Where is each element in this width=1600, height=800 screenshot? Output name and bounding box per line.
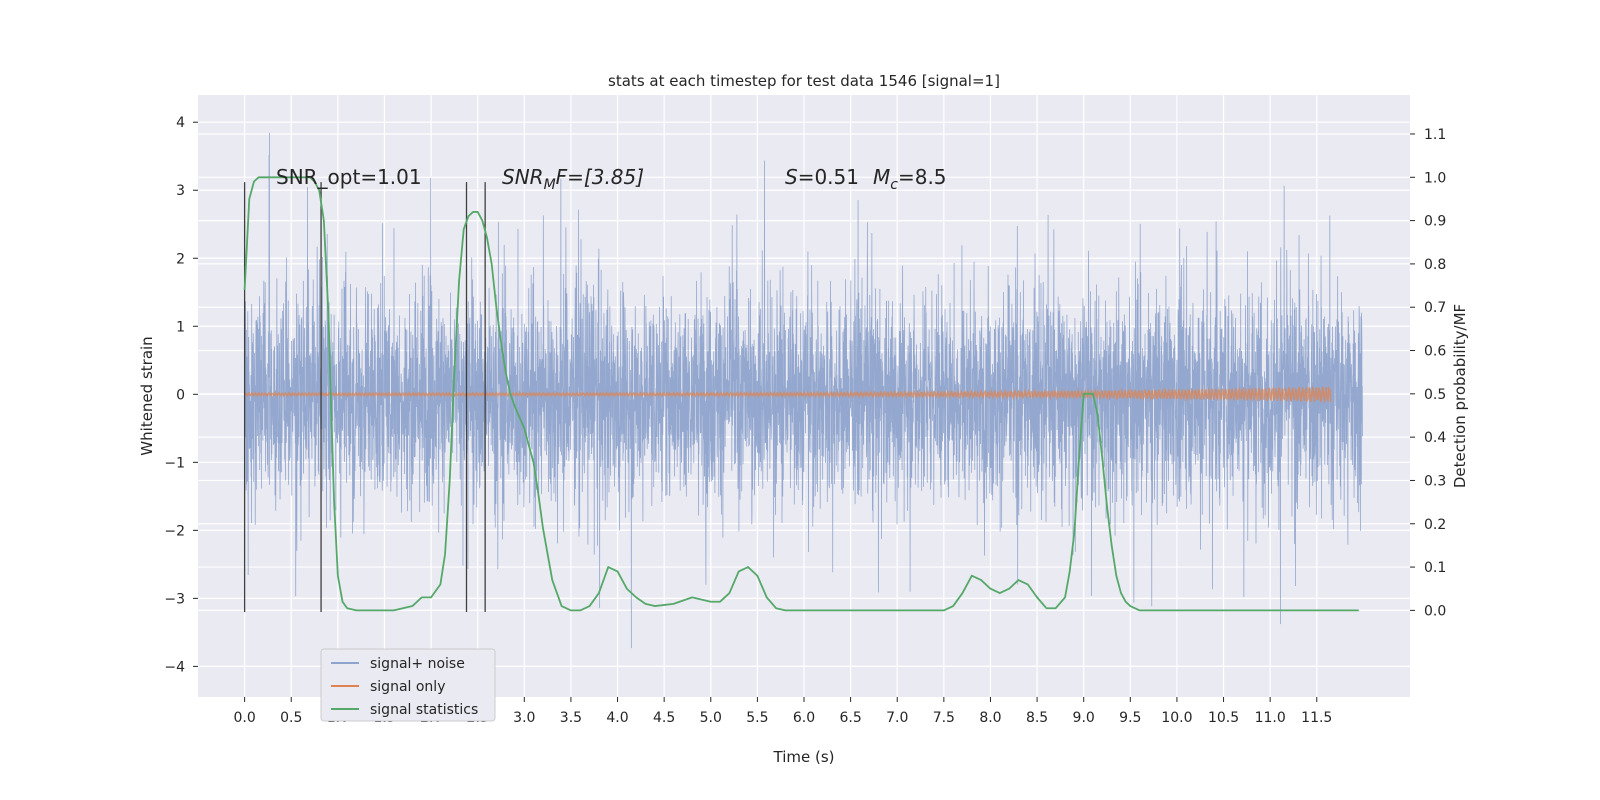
x-tick-label: 10.5 [1208, 710, 1239, 726]
y2-tick-label: 0.6 [1424, 344, 1446, 360]
series-signal-only [243, 385, 1332, 404]
y-tick-label: 1 [176, 319, 185, 335]
legend: signal+ noise signal only signal statist… [320, 648, 496, 722]
x-tick-label: 11.0 [1255, 710, 1286, 726]
legend-box [320, 648, 496, 722]
y2-tick-label: 0.3 [1424, 473, 1446, 489]
annotation-snr-mf-sub: M [544, 177, 556, 193]
y-tick-label: 2 [176, 251, 185, 267]
x-tick-label: 8.0 [979, 710, 1001, 726]
y2-tick-label: 1.0 [1424, 170, 1446, 186]
annotation-snr-mf: SNRMF=[3.85] [502, 165, 644, 193]
y2-tick-label: 0.5 [1424, 387, 1446, 403]
y-tick-label: −1 [164, 455, 185, 471]
legend-label-signal-plus-noise: signal+ noise [370, 656, 465, 672]
x-tick-label: 0.0 [233, 710, 255, 726]
y2-tick-label: 0.2 [1424, 517, 1446, 533]
x-tick-label: 4.0 [606, 710, 628, 726]
y2-tick-label: 1.1 [1424, 127, 1446, 143]
y-tick-label: 3 [176, 183, 185, 199]
x-tick-label: 7.0 [886, 710, 908, 726]
x-tick-label: 8.5 [1026, 710, 1048, 726]
legend-label-signal-only: signal only [370, 679, 445, 695]
x-tick-label: 0.5 [280, 710, 302, 726]
x-tick-label: 6.5 [839, 710, 861, 726]
vertical-markers [243, 182, 486, 612]
x-tick-label: 6.0 [793, 710, 815, 726]
y2-tick-label: 0.7 [1424, 300, 1446, 316]
x-tick-label: 4.5 [653, 710, 675, 726]
annotation-mc-value: =8.5 [898, 165, 947, 189]
x-tick-label: 5.0 [700, 710, 722, 726]
y-tick-label: 4 [176, 115, 185, 131]
signal-only-line [243, 385, 1332, 404]
y-tick-label: 0 [176, 387, 185, 403]
annotation-s-label: S [785, 165, 798, 189]
legend-label-signal-statistics: signal statistics [370, 702, 478, 718]
x-tick-label: 3.5 [560, 710, 582, 726]
x-axis-title: Time (s) [773, 748, 835, 766]
x-tick-label: 11.5 [1301, 710, 1332, 726]
x-tick-label: 5.5 [746, 710, 768, 726]
y-tick-label: −2 [164, 523, 185, 539]
signal-plus-noise-line [244, 132, 1363, 649]
y2-tick-label: 0.9 [1424, 214, 1446, 230]
y2-tick-label: 0.1 [1424, 560, 1446, 576]
signal-statistics-line [243, 176, 1359, 612]
annotation-snr-mf-main: SNR [502, 165, 544, 189]
series-signal-statistics [243, 176, 1359, 612]
y-tick-label: −3 [164, 591, 185, 607]
y2-tick-label: 0.4 [1424, 430, 1446, 446]
annotation-mc-label: M [873, 165, 890, 189]
x-tick-label: 7.5 [933, 710, 955, 726]
y-axis-title: Whitened strain [138, 336, 156, 455]
x-tick-label: 9.0 [1073, 710, 1095, 726]
axis-ticks: 0.00.51.01.52.02.53.03.54.04.55.05.56.06… [164, 115, 1446, 726]
x-tick-label: 9.5 [1119, 710, 1141, 726]
y2-tick-label: 0.8 [1424, 257, 1446, 273]
y2-tick-label: 0.0 [1424, 603, 1446, 619]
x-tick-label: 3.0 [513, 710, 535, 726]
chart-title: stats at each timestep for test data 154… [608, 72, 1000, 90]
annotation-mc-sub: c [890, 177, 898, 193]
y2-axis-title: Detection probability/MF [1451, 304, 1469, 488]
annotation-snr-opt: SNR_opt=1.01 [276, 165, 422, 189]
annotation-s-mc: S=0.51 Mc=8.5 [785, 165, 947, 193]
annotation-s-value: =0.51 [798, 165, 859, 189]
x-tick-label: 10.0 [1161, 710, 1192, 726]
y-tick-label: −4 [164, 659, 185, 675]
annotation-snr-mf-rest: F=[3.85] [556, 165, 644, 189]
series-signal-plus-noise [244, 132, 1363, 649]
